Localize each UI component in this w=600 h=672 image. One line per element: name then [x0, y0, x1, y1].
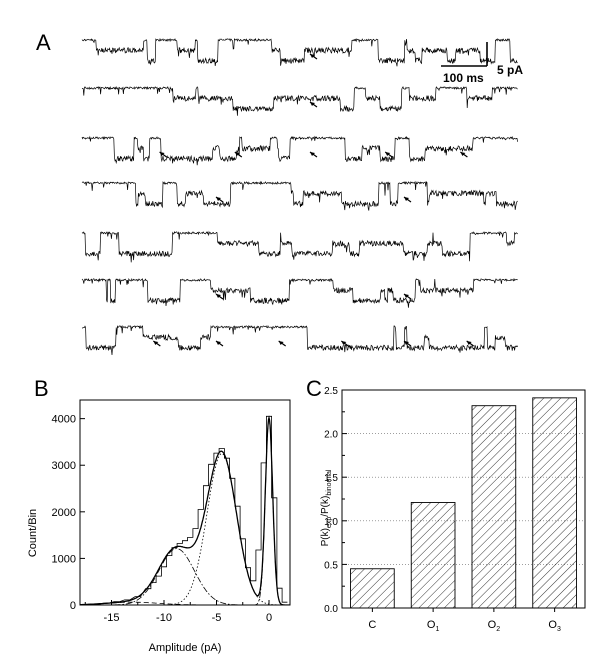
y-tick-label: 4000 [52, 414, 76, 426]
gaussian-component [80, 548, 290, 605]
event-arrow [403, 196, 412, 203]
bar-o1 [410, 502, 456, 609]
panel-a-label: A [36, 30, 51, 55]
histogram-steps [82, 415, 288, 605]
panel-b-xlabel: Amplitude (pA) [149, 642, 222, 654]
event-arrow [309, 151, 318, 158]
gaussian-sum-fit [80, 415, 290, 605]
gaussian-component [80, 453, 290, 605]
y-tick-label: 1.0 [324, 517, 338, 528]
trace-sweep [81, 230, 518, 263]
y-tick-label: 0 [70, 600, 76, 612]
x-tick-label: O2 [488, 619, 501, 633]
y-tick-label: 1.5 [324, 473, 338, 484]
panel-b-label: B [34, 376, 49, 401]
y-tick-label: 0.5 [324, 560, 338, 571]
event-arrow [466, 340, 475, 347]
event-arrow [152, 340, 161, 347]
event-arrow [460, 151, 468, 158]
bar-c [350, 568, 395, 609]
panel-c-ylabel: P(k)exp/P(k)binomial [320, 469, 333, 546]
bar-o3 [532, 397, 577, 609]
x-tick-label: 0 [266, 612, 272, 624]
event-arrow [215, 340, 224, 347]
event-arrow [309, 101, 318, 108]
y-tick-label: 1000 [52, 553, 76, 565]
event-arrow [159, 151, 167, 158]
panel-b-histogram: -15 -10 -5 0 0 1000 2000 3000 4000 Amplitude (pA… [27, 399, 291, 654]
gaussian-component [80, 417, 290, 605]
y-tick-label: 3000 [52, 460, 76, 472]
trace-sweep [81, 37, 518, 67]
panel-a-traces: 100 ms 5 pA [81, 37, 523, 356]
y-tick-label: 2.5 [324, 386, 338, 397]
trace-sweep [82, 324, 518, 356]
event-arrow [278, 340, 287, 347]
scale-bar-current-label: 5 pA [497, 63, 523, 77]
scale-bar-time-label: 100 ms [443, 71, 484, 85]
event-arrow [384, 151, 393, 158]
trace-sweep [81, 135, 518, 166]
bar-o2 [471, 405, 517, 609]
event-arrow [309, 53, 318, 60]
trace-sweep [81, 180, 518, 211]
x-tick-label: -10 [156, 612, 172, 624]
event-arrow [403, 340, 412, 347]
scale-bar: 100 ms 5 pA [441, 42, 523, 85]
panel-c-frame [341, 389, 586, 609]
x-tick-label: C [368, 619, 376, 631]
panel-c-label: C [306, 376, 322, 401]
event-arrow [234, 151, 243, 158]
x-tick-label: -15 [104, 612, 120, 624]
y-tick-label: 2000 [52, 507, 76, 519]
event-arrow [215, 293, 224, 300]
y-tick-label: 0.0 [324, 604, 338, 615]
x-tick-label: O3 [548, 619, 561, 633]
panel-b-ylabel: Count/Bin [27, 509, 39, 557]
y-tick-label: 2.0 [324, 430, 338, 441]
trace-sweep [81, 277, 518, 308]
event-arrow [340, 340, 349, 347]
panel-c-bar-chart: 0.0 0.5 1.0 1.5 2.0 2.5 C O1 O2 O3 P(k)exp/P(k)bi… [320, 386, 586, 633]
panel-b-frame [79, 399, 291, 606]
event-arrow [215, 196, 224, 203]
event-arrow [403, 293, 412, 300]
x-tick-label: O1 [427, 619, 440, 633]
x-tick-label: -5 [212, 612, 222, 624]
trace-sweep [81, 85, 518, 116]
